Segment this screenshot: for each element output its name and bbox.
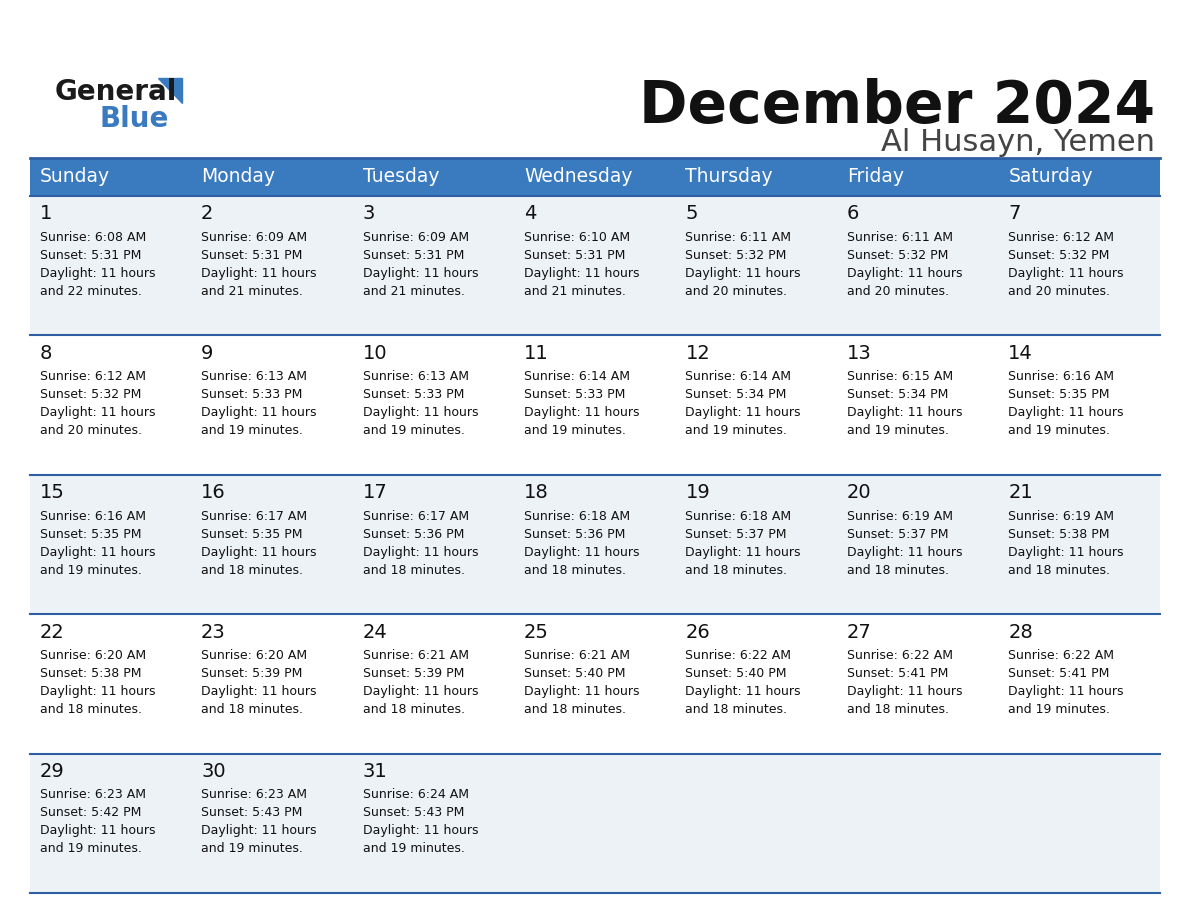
- FancyBboxPatch shape: [999, 158, 1159, 196]
- Text: 29: 29: [39, 762, 64, 781]
- Text: Sunrise: 6:24 AM
Sunset: 5:43 PM
Daylight: 11 hours
and 19 minutes.: Sunrise: 6:24 AM Sunset: 5:43 PM Dayligh…: [362, 789, 478, 856]
- Polygon shape: [158, 78, 182, 103]
- Text: 14: 14: [1009, 343, 1034, 363]
- Text: Sunrise: 6:14 AM
Sunset: 5:33 PM
Daylight: 11 hours
and 19 minutes.: Sunrise: 6:14 AM Sunset: 5:33 PM Dayligh…: [524, 370, 639, 437]
- Text: Sunrise: 6:08 AM
Sunset: 5:31 PM
Daylight: 11 hours
and 22 minutes.: Sunrise: 6:08 AM Sunset: 5:31 PM Dayligh…: [39, 230, 156, 297]
- Text: Monday: Monday: [201, 167, 276, 186]
- Text: Sunrise: 6:16 AM
Sunset: 5:35 PM
Daylight: 11 hours
and 19 minutes.: Sunrise: 6:16 AM Sunset: 5:35 PM Dayligh…: [1009, 370, 1124, 437]
- FancyBboxPatch shape: [30, 754, 1159, 893]
- Text: Friday: Friday: [847, 167, 904, 186]
- FancyBboxPatch shape: [30, 614, 1159, 754]
- Text: Sunrise: 6:19 AM
Sunset: 5:38 PM
Daylight: 11 hours
and 18 minutes.: Sunrise: 6:19 AM Sunset: 5:38 PM Dayligh…: [1009, 509, 1124, 577]
- Text: Al Husayn, Yemen: Al Husayn, Yemen: [881, 128, 1155, 157]
- Text: Sunrise: 6:12 AM
Sunset: 5:32 PM
Daylight: 11 hours
and 20 minutes.: Sunrise: 6:12 AM Sunset: 5:32 PM Dayligh…: [39, 370, 156, 437]
- Text: 26: 26: [685, 622, 710, 642]
- Text: Wednesday: Wednesday: [524, 167, 632, 186]
- Text: 3: 3: [362, 205, 375, 223]
- Text: Thursday: Thursday: [685, 167, 773, 186]
- Text: Blue: Blue: [100, 105, 170, 133]
- Text: 30: 30: [201, 762, 226, 781]
- Text: 21: 21: [1009, 483, 1034, 502]
- Text: December 2024: December 2024: [639, 78, 1155, 135]
- Text: 27: 27: [847, 622, 872, 642]
- Text: 25: 25: [524, 622, 549, 642]
- Text: Sunrise: 6:17 AM
Sunset: 5:36 PM
Daylight: 11 hours
and 18 minutes.: Sunrise: 6:17 AM Sunset: 5:36 PM Dayligh…: [362, 509, 478, 577]
- Text: Sunrise: 6:11 AM
Sunset: 5:32 PM
Daylight: 11 hours
and 20 minutes.: Sunrise: 6:11 AM Sunset: 5:32 PM Dayligh…: [847, 230, 962, 297]
- FancyBboxPatch shape: [30, 335, 1159, 475]
- Text: Sunrise: 6:14 AM
Sunset: 5:34 PM
Daylight: 11 hours
and 19 minutes.: Sunrise: 6:14 AM Sunset: 5:34 PM Dayligh…: [685, 370, 801, 437]
- Text: Sunrise: 6:17 AM
Sunset: 5:35 PM
Daylight: 11 hours
and 18 minutes.: Sunrise: 6:17 AM Sunset: 5:35 PM Dayligh…: [201, 509, 317, 577]
- Text: Sunrise: 6:18 AM
Sunset: 5:36 PM
Daylight: 11 hours
and 18 minutes.: Sunrise: 6:18 AM Sunset: 5:36 PM Dayligh…: [524, 509, 639, 577]
- Text: 5: 5: [685, 205, 697, 223]
- FancyBboxPatch shape: [514, 158, 676, 196]
- Text: Sunrise: 6:20 AM
Sunset: 5:38 PM
Daylight: 11 hours
and 18 minutes.: Sunrise: 6:20 AM Sunset: 5:38 PM Dayligh…: [39, 649, 156, 716]
- FancyBboxPatch shape: [191, 158, 353, 196]
- Text: 1: 1: [39, 205, 52, 223]
- Text: 6: 6: [847, 205, 859, 223]
- Text: Sunrise: 6:22 AM
Sunset: 5:41 PM
Daylight: 11 hours
and 19 minutes.: Sunrise: 6:22 AM Sunset: 5:41 PM Dayligh…: [1009, 649, 1124, 716]
- Text: Sunrise: 6:15 AM
Sunset: 5:34 PM
Daylight: 11 hours
and 19 minutes.: Sunrise: 6:15 AM Sunset: 5:34 PM Dayligh…: [847, 370, 962, 437]
- FancyBboxPatch shape: [30, 158, 191, 196]
- Text: Sunrise: 6:11 AM
Sunset: 5:32 PM
Daylight: 11 hours
and 20 minutes.: Sunrise: 6:11 AM Sunset: 5:32 PM Dayligh…: [685, 230, 801, 297]
- Text: General: General: [55, 78, 177, 106]
- FancyBboxPatch shape: [676, 158, 838, 196]
- Text: Sunrise: 6:18 AM
Sunset: 5:37 PM
Daylight: 11 hours
and 18 minutes.: Sunrise: 6:18 AM Sunset: 5:37 PM Dayligh…: [685, 509, 801, 577]
- Text: Sunrise: 6:22 AM
Sunset: 5:40 PM
Daylight: 11 hours
and 18 minutes.: Sunrise: 6:22 AM Sunset: 5:40 PM Dayligh…: [685, 649, 801, 716]
- Text: 22: 22: [39, 622, 64, 642]
- Text: Sunrise: 6:09 AM
Sunset: 5:31 PM
Daylight: 11 hours
and 21 minutes.: Sunrise: 6:09 AM Sunset: 5:31 PM Dayligh…: [201, 230, 317, 297]
- Text: Sunrise: 6:22 AM
Sunset: 5:41 PM
Daylight: 11 hours
and 18 minutes.: Sunrise: 6:22 AM Sunset: 5:41 PM Dayligh…: [847, 649, 962, 716]
- Text: Sunrise: 6:23 AM
Sunset: 5:43 PM
Daylight: 11 hours
and 19 minutes.: Sunrise: 6:23 AM Sunset: 5:43 PM Dayligh…: [201, 789, 317, 856]
- Text: Sunrise: 6:12 AM
Sunset: 5:32 PM
Daylight: 11 hours
and 20 minutes.: Sunrise: 6:12 AM Sunset: 5:32 PM Dayligh…: [1009, 230, 1124, 297]
- FancyBboxPatch shape: [30, 196, 1159, 335]
- Text: 31: 31: [362, 762, 387, 781]
- Text: 13: 13: [847, 343, 872, 363]
- Text: 15: 15: [39, 483, 64, 502]
- Text: Tuesday: Tuesday: [362, 167, 440, 186]
- Text: 12: 12: [685, 343, 710, 363]
- Text: Sunrise: 6:10 AM
Sunset: 5:31 PM
Daylight: 11 hours
and 21 minutes.: Sunrise: 6:10 AM Sunset: 5:31 PM Dayligh…: [524, 230, 639, 297]
- Text: Sunrise: 6:09 AM
Sunset: 5:31 PM
Daylight: 11 hours
and 21 minutes.: Sunrise: 6:09 AM Sunset: 5:31 PM Dayligh…: [362, 230, 478, 297]
- Text: Sunrise: 6:21 AM
Sunset: 5:40 PM
Daylight: 11 hours
and 18 minutes.: Sunrise: 6:21 AM Sunset: 5:40 PM Dayligh…: [524, 649, 639, 716]
- Text: 7: 7: [1009, 205, 1020, 223]
- Text: Sunrise: 6:16 AM
Sunset: 5:35 PM
Daylight: 11 hours
and 19 minutes.: Sunrise: 6:16 AM Sunset: 5:35 PM Dayligh…: [39, 509, 156, 577]
- FancyBboxPatch shape: [838, 158, 999, 196]
- Text: Sunrise: 6:13 AM
Sunset: 5:33 PM
Daylight: 11 hours
and 19 minutes.: Sunrise: 6:13 AM Sunset: 5:33 PM Dayligh…: [201, 370, 317, 437]
- Text: 18: 18: [524, 483, 549, 502]
- FancyBboxPatch shape: [353, 158, 514, 196]
- Text: 9: 9: [201, 343, 214, 363]
- Text: 17: 17: [362, 483, 387, 502]
- Text: Sunrise: 6:19 AM
Sunset: 5:37 PM
Daylight: 11 hours
and 18 minutes.: Sunrise: 6:19 AM Sunset: 5:37 PM Dayligh…: [847, 509, 962, 577]
- Text: Saturday: Saturday: [1009, 167, 1093, 186]
- FancyBboxPatch shape: [30, 475, 1159, 614]
- Text: Sunrise: 6:13 AM
Sunset: 5:33 PM
Daylight: 11 hours
and 19 minutes.: Sunrise: 6:13 AM Sunset: 5:33 PM Dayligh…: [362, 370, 478, 437]
- Text: 8: 8: [39, 343, 52, 363]
- Text: Sunday: Sunday: [39, 167, 109, 186]
- Text: 16: 16: [201, 483, 226, 502]
- Text: 20: 20: [847, 483, 872, 502]
- Text: 10: 10: [362, 343, 387, 363]
- Text: 11: 11: [524, 343, 549, 363]
- Text: 2: 2: [201, 205, 214, 223]
- Text: 4: 4: [524, 205, 536, 223]
- Text: 28: 28: [1009, 622, 1034, 642]
- Text: Sunrise: 6:20 AM
Sunset: 5:39 PM
Daylight: 11 hours
and 18 minutes.: Sunrise: 6:20 AM Sunset: 5:39 PM Dayligh…: [201, 649, 317, 716]
- Text: Sunrise: 6:21 AM
Sunset: 5:39 PM
Daylight: 11 hours
and 18 minutes.: Sunrise: 6:21 AM Sunset: 5:39 PM Dayligh…: [362, 649, 478, 716]
- Text: Sunrise: 6:23 AM
Sunset: 5:42 PM
Daylight: 11 hours
and 19 minutes.: Sunrise: 6:23 AM Sunset: 5:42 PM Dayligh…: [39, 789, 156, 856]
- Text: 24: 24: [362, 622, 387, 642]
- Text: 23: 23: [201, 622, 226, 642]
- Text: 19: 19: [685, 483, 710, 502]
